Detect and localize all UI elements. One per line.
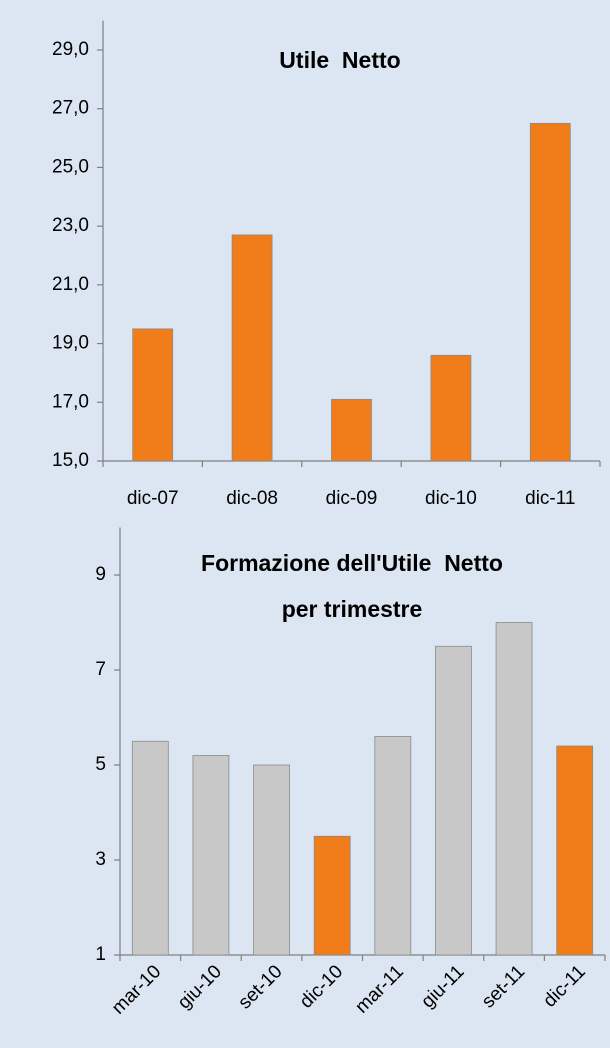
x-tick-label: dic-07 [127, 488, 179, 509]
x-tick-label: dic-08 [226, 488, 278, 509]
y-tick-label: 19,0 [52, 333, 89, 354]
y-tick-label: 5 [95, 754, 106, 775]
chart-title: per trimestre [282, 596, 423, 622]
bar [231, 234, 273, 462]
y-tick-label: 3 [95, 849, 106, 870]
bar [313, 835, 351, 956]
bar [430, 354, 472, 462]
bar [374, 736, 412, 956]
x-tick-label: dic-11 [525, 488, 575, 509]
chart-title: Formazione dell'Utile Netto [201, 550, 503, 576]
y-tick-label: 15,0 [52, 450, 89, 471]
y-tick-label: 1 [95, 944, 106, 965]
y-tick-label: 7 [95, 659, 106, 680]
y-tick-label: 25,0 [52, 156, 89, 177]
x-tick-label: dic-10 [425, 488, 477, 509]
bar [331, 398, 372, 462]
bar [529, 122, 571, 462]
bar [192, 755, 230, 956]
y-tick-label: 9 [95, 564, 106, 585]
chart-title: Utile Netto [279, 47, 400, 73]
y-tick-label: 27,0 [52, 98, 89, 119]
y-tick-label: 29,0 [52, 39, 89, 60]
y-tick-label: 21,0 [52, 274, 89, 295]
bar [435, 645, 472, 956]
y-tick-label: 23,0 [52, 215, 89, 236]
bar [495, 622, 533, 956]
bar [253, 764, 290, 956]
y-tick-label: 17,0 [52, 391, 89, 412]
bar [132, 328, 174, 462]
x-tick-label: dic-09 [326, 488, 378, 509]
bar [131, 740, 169, 956]
bar [556, 745, 594, 956]
